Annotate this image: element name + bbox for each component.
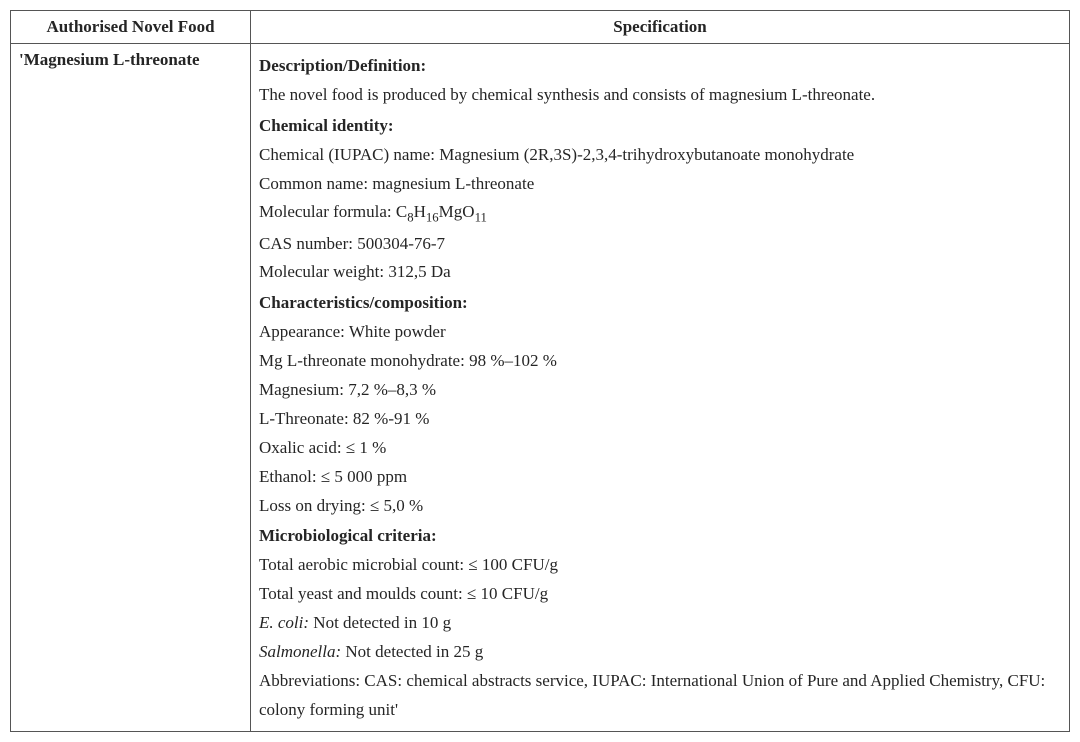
yeast-moulds: Total yeast and moulds count: ≤ 10 CFU/g (259, 580, 1061, 609)
mf-h: H (414, 202, 426, 221)
magnesium-pct: Magnesium: 7,2 %–8,3 % (259, 376, 1061, 405)
header-specification: Specification (251, 11, 1070, 44)
mf-label: Molecular formula: C (259, 202, 407, 221)
ecoli-italic: E. coli: (259, 613, 309, 632)
heading-microbiological: Microbiological criteria: (259, 522, 1061, 551)
tamc: Total aerobic microbial count: ≤ 100 CFU… (259, 551, 1061, 580)
common-name: Common name: magnesium L-threonate (259, 170, 1061, 199)
lthreonate-pct: L-Threonate: 82 %-91 % (259, 405, 1061, 434)
abbreviations: Abbreviations: CAS: chemical abstracts s… (259, 667, 1061, 725)
oxalic-acid: Oxalic acid: ≤ 1 % (259, 434, 1061, 463)
ethanol: Ethanol: ≤ 5 000 ppm (259, 463, 1061, 492)
close-quote: ' (395, 700, 398, 719)
food-name-text: Magnesium L-threonate (24, 50, 200, 69)
cell-specification: Description/Definition: The novel food i… (251, 44, 1070, 732)
salmonella-rest: Not detected in 25 g (341, 642, 483, 661)
header-authorised-food: Authorised Novel Food (11, 11, 251, 44)
loss-on-drying: Loss on drying: ≤ 5,0 % (259, 492, 1061, 521)
molecular-formula: Molecular formula: C8H16MgO11 (259, 198, 1061, 229)
abbr-text: Abbreviations: CAS: chemical abstracts s… (259, 671, 1045, 719)
table-row: 'Magnesium L-threonate Description/Defin… (11, 44, 1070, 732)
cas-number: CAS number: 500304-76-7 (259, 230, 1061, 259)
molecular-weight: Molecular weight: 312,5 Da (259, 258, 1061, 287)
ecoli: E. coli: Not detected in 10 g (259, 609, 1061, 638)
appearance: Appearance: White powder (259, 318, 1061, 347)
salmonella-italic: Salmonella: (259, 642, 341, 661)
salmonella: Salmonella: Not detected in 25 g (259, 638, 1061, 667)
cell-food-name: 'Magnesium L-threonate (11, 44, 251, 732)
iupac-name: Chemical (IUPAC) name: Magnesium (2R,3S)… (259, 141, 1061, 170)
mf-mgo: MgO (439, 202, 475, 221)
mf-sub3: 11 (475, 211, 487, 225)
table-header-row: Authorised Novel Food Specification (11, 11, 1070, 44)
specification-table: Authorised Novel Food Specification 'Mag… (10, 10, 1070, 732)
description-text: The novel food is produced by chemical s… (259, 81, 1061, 110)
heading-chemical-identity: Chemical identity: (259, 112, 1061, 141)
mf-sub2: 16 (426, 211, 439, 225)
specification-content: Description/Definition: The novel food i… (259, 52, 1061, 725)
monohydrate-pct: Mg L-threonate monohydrate: 98 %–102 % (259, 347, 1061, 376)
heading-characteristics: Characteristics/composition: (259, 289, 1061, 318)
heading-description: Description/Definition: (259, 52, 1061, 81)
ecoli-rest: Not detected in 10 g (309, 613, 451, 632)
